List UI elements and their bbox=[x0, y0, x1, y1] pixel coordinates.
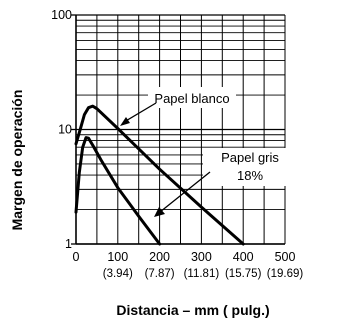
annotation-box-papel-gris bbox=[203, 148, 295, 186]
x-tick-sublabel: (3.94) bbox=[103, 268, 133, 280]
y-tick-label: 10 bbox=[58, 123, 72, 137]
x-tick-label: 400 bbox=[233, 250, 254, 264]
x-tick-label: 0 bbox=[73, 250, 80, 264]
arrow-papel-gris bbox=[159, 171, 211, 213]
annotation-papel-blanco: Papel blanco bbox=[154, 91, 229, 106]
grid-lines bbox=[71, 14, 286, 245]
tick-labels: 1 10 100 0 100 (3.94) 200 (7.87) 300 (11.81) 400 (1… bbox=[51, 8, 303, 280]
series-line-0 bbox=[74, 104, 245, 246]
x-tick-sublabel: (7.87) bbox=[145, 268, 175, 280]
arrowhead-papel-blanco bbox=[120, 117, 130, 126]
x-tick-sublabel: (15.75) bbox=[225, 268, 262, 280]
series-curves bbox=[74, 104, 245, 246]
annotation-papel-gris: Papel gris bbox=[221, 150, 279, 165]
annotation-papel-gris-pct: 18% bbox=[237, 168, 263, 183]
y-axis-title: Margen de operación bbox=[9, 90, 25, 231]
series-line-1 bbox=[74, 136, 162, 246]
x-tick-label: 200 bbox=[149, 250, 170, 264]
y-tick-label: 100 bbox=[51, 8, 72, 22]
arrowhead-papel-gris bbox=[154, 207, 165, 217]
x-tick-label: 100 bbox=[107, 250, 128, 264]
arrow-papel-blanco bbox=[123, 102, 157, 123]
x-tick-label: 300 bbox=[191, 250, 212, 264]
x-tick-sublabel: (19.69) bbox=[267, 268, 304, 280]
y-tick-label: 1 bbox=[65, 237, 72, 251]
x-axis-title: Distancia – mm ( pulg.) bbox=[116, 302, 269, 318]
x-tick-sublabel: (11.81) bbox=[184, 268, 220, 280]
annotation-box-papel-blanco bbox=[148, 87, 236, 108]
x-tick-label: 500 bbox=[275, 250, 296, 264]
